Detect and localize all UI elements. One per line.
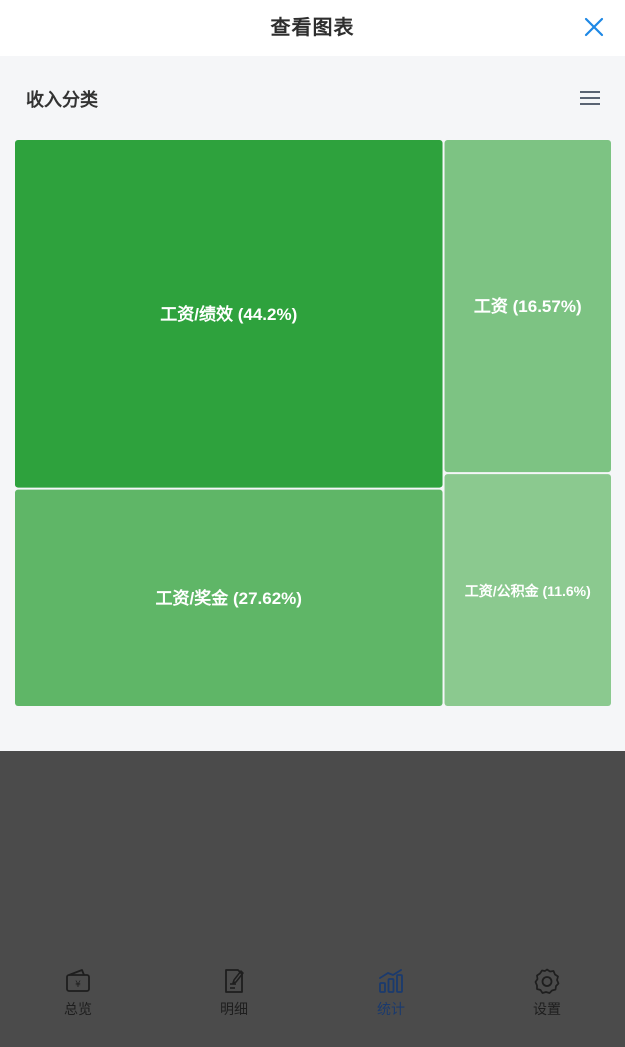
wallet-icon: ¥ (66, 969, 90, 992)
chart-modal: 查看图表 工资/绩效 (44.2%) 工资/奖金 (27.62%) 工资 (16.5… (0, 0, 625, 751)
svg-text:¥: ¥ (75, 980, 81, 990)
chart-title: 收入分类 (26, 90, 98, 110)
modal-title: 查看图表 (270, 17, 355, 39)
bar-chart-icon (379, 969, 403, 993)
treemap-block-housing-fund[interactable] (444, 474, 611, 706)
hamburger-menu-icon[interactable] (579, 89, 601, 107)
treemap-label-bonus: 工资/奖金 (27.62%) (156, 588, 302, 608)
treemap-block-bonus[interactable] (15, 489, 443, 706)
nav-label-overview: 总览 (64, 1001, 92, 1017)
edit-document-icon (225, 969, 244, 993)
treemap-block-salary[interactable] (444, 140, 611, 473)
treemap-chart: 工资/绩效 (44.2%) 工资/奖金 (27.62%) 工资 (16.57%) 工资… (15, 140, 611, 706)
treemap-label-performance: 工资/绩效 (44.2%) (160, 304, 297, 324)
nav-label-statistics: 统计 (377, 1001, 405, 1017)
nav-label-details: 明细 (220, 1001, 248, 1017)
nav-item-overview[interactable]: ¥ 总览 (38, 967, 118, 1027)
treemap-label-salary: 工资 (16.57%) (474, 296, 582, 316)
treemap-block-performance[interactable] (15, 140, 443, 488)
nav-item-statistics[interactable]: 统计 (351, 967, 431, 1027)
modal-header: 查看图表 (0, 0, 625, 56)
close-icon[interactable] (583, 16, 605, 38)
bottom-nav: ¥ 总览 明细 统计 设置 (0, 955, 625, 1047)
treemap-label-housing-fund: 工资/公积金 (11.6%) (465, 583, 591, 599)
nav-label-settings: 设置 (533, 1001, 561, 1017)
gear-icon (534, 968, 560, 994)
nav-item-settings[interactable]: 设置 (507, 967, 587, 1027)
nav-item-details[interactable]: 明细 (194, 967, 274, 1027)
